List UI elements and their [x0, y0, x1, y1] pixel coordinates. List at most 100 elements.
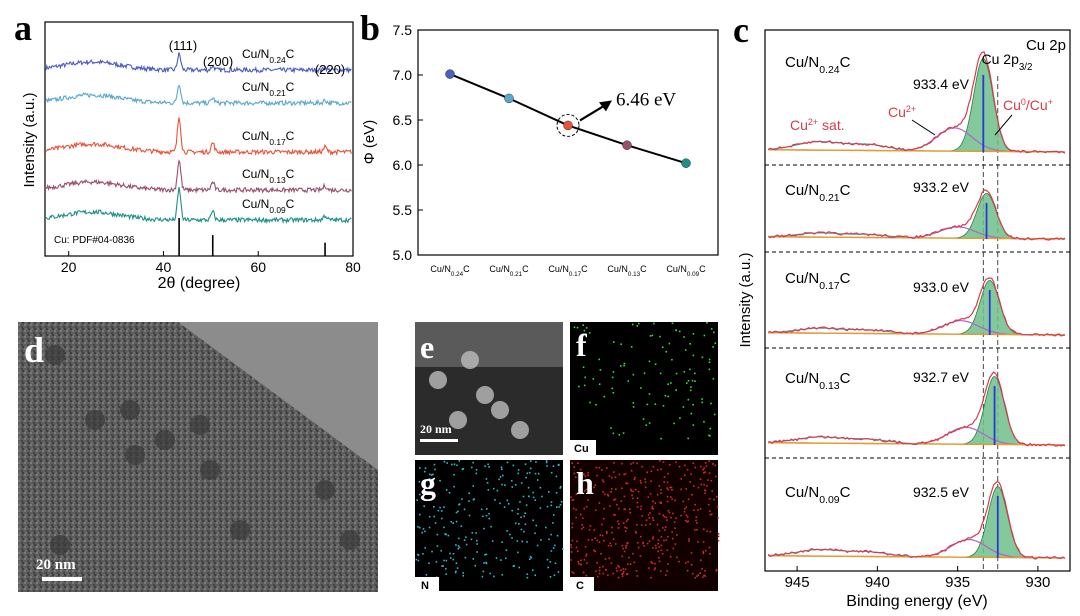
n-dot-218: [504, 484, 506, 486]
n-dot-129: [486, 482, 489, 484]
xrd-tick-label-40: 40: [156, 259, 172, 275]
cu-dot-54: [576, 326, 579, 329]
c-dot-343: [615, 567, 618, 569]
panel-a: a Cu/N0.24CCu/N0.21CCu/N0.17CCu/N0.13CCu…: [14, 8, 361, 292]
cu-dot-104: [610, 427, 612, 429]
c-dot-226: [632, 552, 634, 555]
cu-dot-42: [713, 413, 716, 416]
n-dot-138: [426, 479, 428, 482]
c-dot-376: [666, 549, 669, 551]
c-dot-403: [582, 571, 585, 574]
c-dot-266: [640, 505, 643, 508]
n-dot-135: [448, 492, 451, 494]
c-dot-46: [614, 476, 617, 479]
c-dot-162: [626, 573, 629, 575]
c-dot-353: [587, 539, 590, 541]
c-dot-388: [644, 486, 647, 489]
cu-dot-8: [682, 406, 685, 408]
xrd-peak-label-2: (220): [315, 62, 345, 77]
c-dot-405: [607, 544, 610, 547]
c-dot-367: [712, 463, 714, 465]
c-dot-160: [680, 514, 682, 517]
n-dot-88: [498, 478, 500, 481]
n-dot-203: [425, 574, 428, 576]
n-dot-164: [419, 493, 421, 496]
cu-dot-52: [636, 325, 639, 327]
c-dot-42: [579, 481, 581, 483]
c-dot-315: [636, 542, 639, 544]
n-dot-25: [519, 501, 521, 503]
c-dot-72: [609, 505, 611, 507]
c-dot-131: [667, 509, 670, 512]
n-dot-50: [456, 464, 458, 467]
xps-sample-label-0.17: Cu/N0.17C: [785, 270, 851, 292]
n-map-dots: [415, 460, 564, 579]
c-dot-184: [665, 516, 668, 519]
n-dot-180: [418, 513, 421, 516]
c-dot-223: [708, 472, 711, 474]
n-dot-243: [555, 475, 558, 478]
n-dot-85: [524, 512, 526, 514]
n-dot-123: [529, 555, 532, 558]
c-dot-414: [639, 479, 642, 482]
c-dot-17: [641, 515, 643, 517]
c-dot-233: [699, 508, 702, 510]
cu-dot-24: [627, 380, 630, 382]
n-dot-245: [455, 562, 458, 564]
tem-particle-4: [85, 410, 105, 430]
c-dot-90: [621, 575, 624, 577]
n-dot-108: [516, 540, 519, 542]
n-dot-117: [496, 489, 499, 492]
c-dot-66: [572, 507, 575, 510]
c-dot-278: [609, 542, 611, 545]
c-dot-391: [571, 522, 574, 525]
n-dot-197: [476, 539, 478, 542]
c-dot-413: [595, 466, 598, 469]
n-dot-144: [529, 467, 532, 470]
n-dot-237: [547, 566, 549, 569]
cu-dot-29: [603, 395, 606, 398]
c-dot-125: [667, 472, 669, 475]
c-dot-99: [610, 562, 613, 564]
n-dot-228: [430, 474, 433, 476]
n-dot-178: [460, 525, 463, 527]
c-dot-313: [704, 489, 706, 491]
c-dot-419: [599, 566, 601, 569]
haadf-particle-4: [511, 421, 529, 439]
n-dot-200: [492, 487, 495, 490]
c-dot-150: [650, 561, 653, 563]
c-dot-77: [704, 570, 706, 572]
n-dot-33: [433, 463, 436, 466]
c-dot-29: [702, 541, 705, 543]
cu-dot-75: [648, 422, 651, 424]
n-dot-156: [511, 509, 513, 512]
c-dot-176: [576, 540, 578, 543]
n-dot-124: [450, 521, 453, 523]
n-dot-105: [475, 469, 478, 471]
n-dot-147: [424, 467, 427, 470]
n-dot-252: [526, 576, 529, 579]
c-dot-33: [694, 503, 696, 506]
n-dot-78: [446, 462, 448, 464]
c-dot-372: [601, 523, 603, 526]
panel-c-ylabel: Intensity (a.u.): [737, 252, 754, 347]
c-dot-330: [612, 572, 615, 575]
c-dot-369: [593, 529, 596, 531]
n-dot-95: [528, 495, 530, 498]
c-dot-200: [665, 539, 668, 541]
c-dot-389: [575, 516, 577, 519]
c-dot-189: [686, 468, 689, 471]
n-dot-207: [503, 506, 506, 508]
c-dot-308: [649, 512, 651, 514]
cu-dot-68: [708, 434, 710, 437]
n-dot-167: [485, 561, 487, 564]
panel-letter-a: a: [14, 8, 32, 48]
n-dot-64: [522, 495, 525, 498]
n-dot-251: [548, 491, 550, 493]
wf-category-0: Cu/N0.24C: [430, 264, 470, 278]
cu-dot-77: [585, 327, 588, 329]
n-dot-136: [545, 460, 548, 462]
xps-sample-label-0.09: Cu/N0.09C: [785, 484, 851, 506]
c-dot-52: [646, 471, 648, 474]
n-dot-171: [535, 461, 537, 463]
